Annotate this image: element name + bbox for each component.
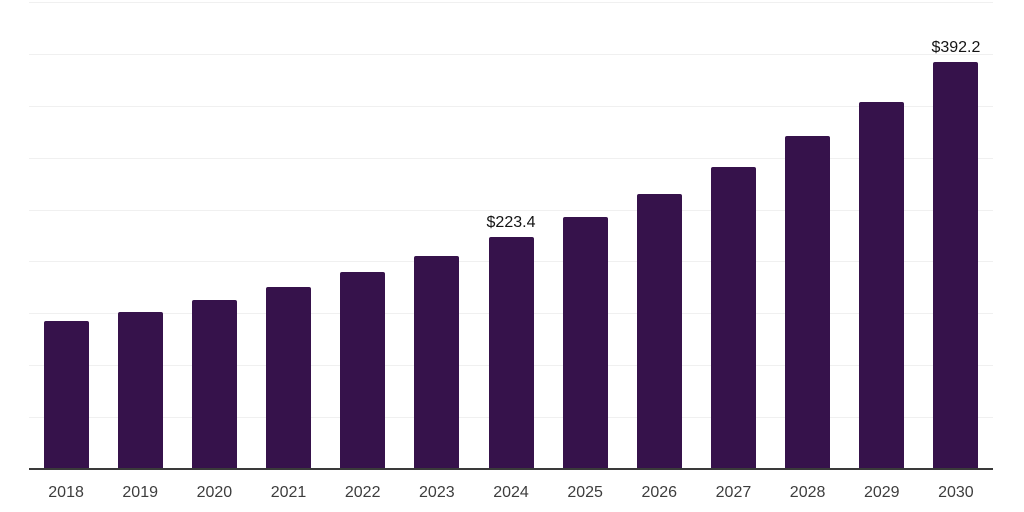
gridline (29, 105, 993, 107)
bar-2028 (785, 136, 831, 469)
bar-2030 (933, 61, 979, 469)
x-tick-label-2023: 2023 (419, 484, 455, 501)
x-tick-label-2024: 2024 (493, 484, 529, 501)
gridline (29, 209, 993, 211)
bar-2021 (266, 287, 312, 469)
x-tick-label-2020: 2020 (196, 484, 233, 501)
gridline (29, 53, 993, 55)
x-tick-label-2029: 2029 (863, 484, 900, 501)
x-tick-label-2019: 2019 (122, 484, 158, 501)
x-tick-label-2026: 2026 (641, 484, 678, 501)
bar-2024 (488, 237, 534, 469)
x-tick-label-2021: 2021 (270, 484, 307, 501)
x-axis-line (29, 468, 993, 470)
bar-2026 (636, 193, 682, 469)
x-tick-label-2025: 2025 (567, 484, 603, 501)
gridline (29, 2, 993, 3)
bar-2018 (43, 321, 89, 469)
x-tick-label-2030: 2030 (938, 484, 974, 501)
bar-value-label-2024: $223.4 (486, 214, 536, 232)
bar-2022 (340, 271, 386, 469)
bar-2029 (859, 101, 905, 469)
x-tick-label-2027: 2027 (715, 484, 752, 501)
bar-value-label-2030: $392.2 (931, 38, 981, 56)
bar-2019 (117, 311, 163, 469)
x-tick-label-2018: 2018 (48, 484, 84, 501)
gridline (29, 157, 993, 159)
bar-2023 (414, 255, 460, 469)
x-tick-label-2022: 2022 (344, 484, 381, 501)
plot-area: $223.4 $392.2 (29, 2, 993, 469)
bar-2025 (562, 216, 608, 469)
bar-2027 (710, 167, 756, 469)
x-axis-labels: 2018 2019 2020 2021 2022 2023 2024 2025 2026 2027… (29, 484, 993, 504)
x-tick-label-2028: 2028 (789, 484, 826, 501)
bar-2020 (191, 299, 237, 469)
